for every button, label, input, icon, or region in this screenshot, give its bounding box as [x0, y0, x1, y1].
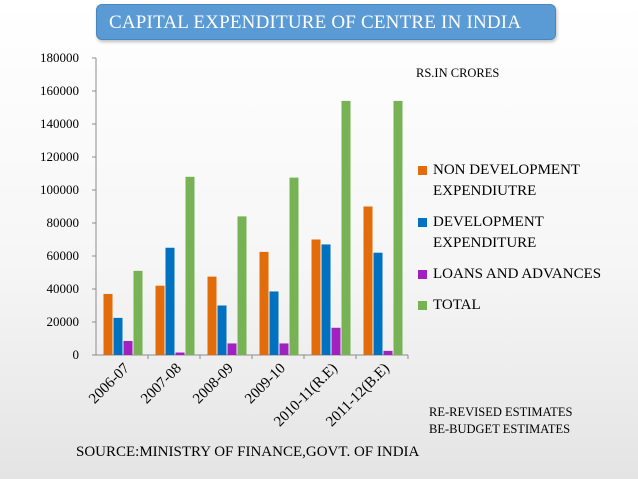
bar [123, 340, 133, 355]
y-tick-label: 0 [73, 347, 80, 362]
bar [207, 276, 217, 355]
bar [103, 293, 113, 355]
footnote-re: RE-REVISED ESTIMATES [429, 405, 573, 419]
y-tick-label: 100000 [40, 182, 79, 197]
y-tick-label: 120000 [40, 149, 79, 164]
x-category-label: 2009-10 [242, 361, 289, 408]
chart-labels: 0 20000 40000 60000 80000 100000 120000 140000 1… [40, 50, 393, 430]
bar [113, 317, 123, 355]
x-category-label: 2007-08 [138, 361, 185, 408]
bar [217, 305, 227, 355]
y-tick-label: 140000 [40, 116, 79, 131]
y-tick-label: 180000 [40, 50, 79, 65]
legend-swatch [418, 218, 427, 227]
y-tick-label: 40000 [47, 281, 80, 296]
legend-swatch [418, 166, 427, 175]
bar [155, 285, 165, 355]
bar [363, 206, 373, 355]
bar [311, 239, 321, 355]
y-tick-label: 80000 [47, 215, 80, 230]
legend-item-loans: LOANS AND ADVANCES [418, 264, 633, 285]
bar [133, 270, 143, 355]
legend-label: DEVELOPMENT EXPENDITURE [433, 214, 544, 251]
bar [175, 352, 185, 355]
legend-label: LOANS AND ADVANCES [433, 266, 602, 282]
bar [237, 216, 247, 355]
legend-swatch [418, 270, 427, 279]
bar [373, 252, 383, 355]
legend-item-total: TOTAL [418, 295, 633, 316]
legend-item-non-development: NON DEVELOPMENT EXPENDIUTRE [418, 160, 633, 202]
chart-title: CAPITAL EXPENDITURE OF CENTRE IN INDIA [96, 4, 556, 40]
x-category-label: 2006-07 [86, 360, 133, 407]
unit-note: RS.IN CRORES [416, 66, 500, 80]
x-category-label: 2008-09 [190, 361, 237, 408]
footnote-be: BE-BUDGET ESTIMATES [429, 422, 571, 436]
legend-label: TOTAL [433, 297, 481, 313]
bar [341, 100, 351, 356]
legend: NON DEVELOPMENT EXPENDIUTRE DEVELOPMENT … [418, 160, 633, 326]
y-tick-label: 20000 [47, 314, 80, 329]
y-tick-label: 160000 [40, 83, 79, 98]
bar [331, 327, 341, 355]
bar [259, 251, 269, 355]
bar [321, 244, 331, 355]
chart-axes [92, 57, 409, 359]
legend-swatch [418, 301, 427, 310]
bar [269, 291, 279, 355]
bar [185, 176, 195, 355]
bar [227, 343, 237, 355]
bar [289, 177, 299, 355]
bar [393, 100, 403, 356]
chart-bars [103, 100, 403, 356]
source-note: SOURCE:MINISTRY OF FINANCE,GOVT. OF INDI… [76, 444, 420, 460]
bar [383, 350, 393, 355]
legend-item-development: DEVELOPMENT EXPENDITURE [418, 212, 633, 254]
bar [165, 247, 175, 355]
bar [279, 343, 289, 355]
y-tick-label: 60000 [47, 248, 80, 263]
legend-label: NON DEVELOPMENT EXPENDIUTRE [433, 162, 580, 199]
